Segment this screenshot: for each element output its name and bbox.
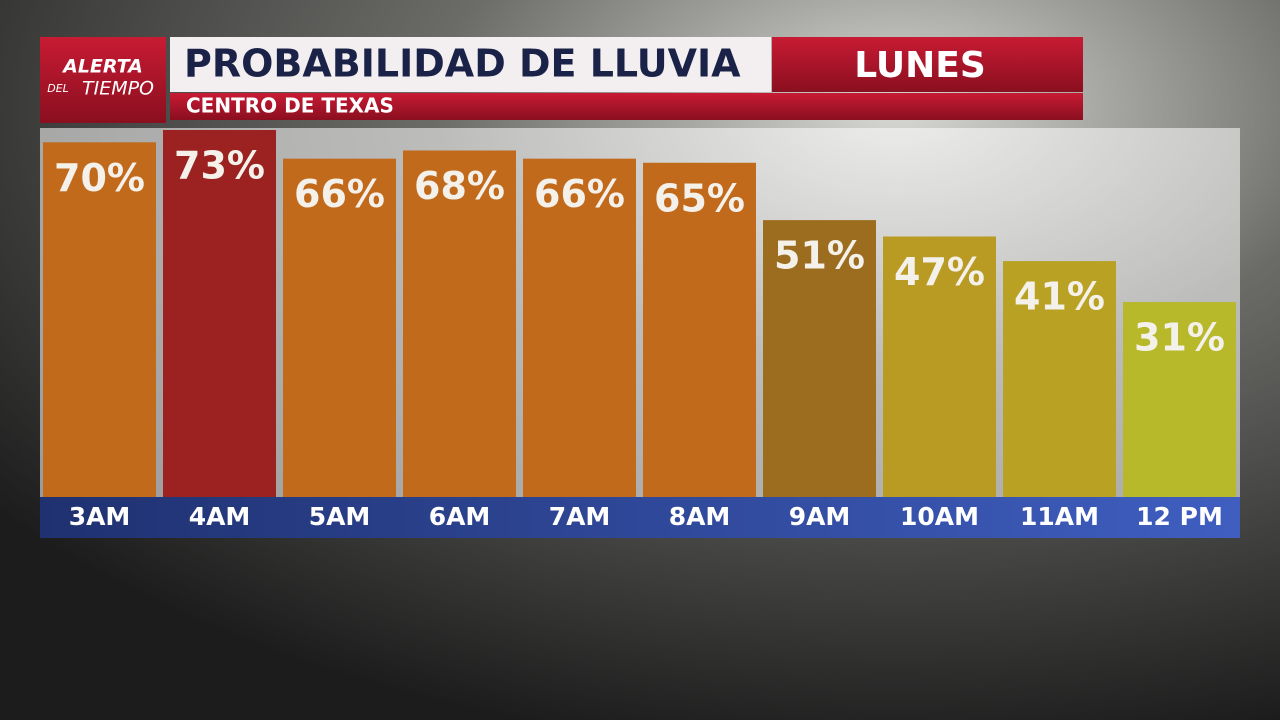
chart-title: PROBABILIDAD DE LLUVIA xyxy=(184,42,741,86)
x-tick-label: 5AM xyxy=(309,502,371,531)
value-label: 47% xyxy=(894,250,985,294)
logo-box xyxy=(40,37,166,123)
value-label: 70% xyxy=(54,156,145,200)
logo-line: ALERTA xyxy=(61,56,143,78)
bar xyxy=(883,236,996,497)
chart-subtitle: CENTRO DE TEXAS xyxy=(186,94,394,118)
x-tick-label: 4AM xyxy=(189,502,251,531)
bar xyxy=(283,158,396,497)
category-band xyxy=(40,497,1240,538)
bar xyxy=(1003,261,1116,497)
x-tick-label: 9AM xyxy=(789,502,851,531)
value-label: 66% xyxy=(294,172,385,216)
bar xyxy=(403,150,516,497)
bar xyxy=(163,130,276,497)
logo-line: DEL xyxy=(47,82,69,95)
value-label: 73% xyxy=(174,144,265,188)
day-box xyxy=(772,37,1083,92)
value-label: 41% xyxy=(1014,275,1105,319)
x-tick-label: 3AM xyxy=(69,502,131,531)
title-box xyxy=(170,37,771,92)
value-label: 65% xyxy=(654,176,745,220)
x-tick-label: 7AM xyxy=(549,502,611,531)
value-label: 31% xyxy=(1134,316,1225,360)
x-tick-label: 8AM xyxy=(669,502,731,531)
value-label: 51% xyxy=(774,234,865,278)
day-label: LUNES xyxy=(854,45,986,86)
x-tick-label: 11AM xyxy=(1020,502,1099,531)
bar xyxy=(43,142,156,497)
x-tick-label: 10AM xyxy=(900,502,979,531)
value-label: 68% xyxy=(414,164,505,208)
bar xyxy=(523,158,636,497)
logo-line: TIEMPO xyxy=(82,78,154,100)
x-tick-label: 12 PM xyxy=(1136,502,1223,531)
bar xyxy=(643,162,756,497)
value-label: 66% xyxy=(534,172,625,216)
subtitle-box xyxy=(170,93,1083,120)
bar xyxy=(1123,302,1236,497)
bar xyxy=(763,220,876,497)
x-tick-label: 6AM xyxy=(429,502,491,531)
